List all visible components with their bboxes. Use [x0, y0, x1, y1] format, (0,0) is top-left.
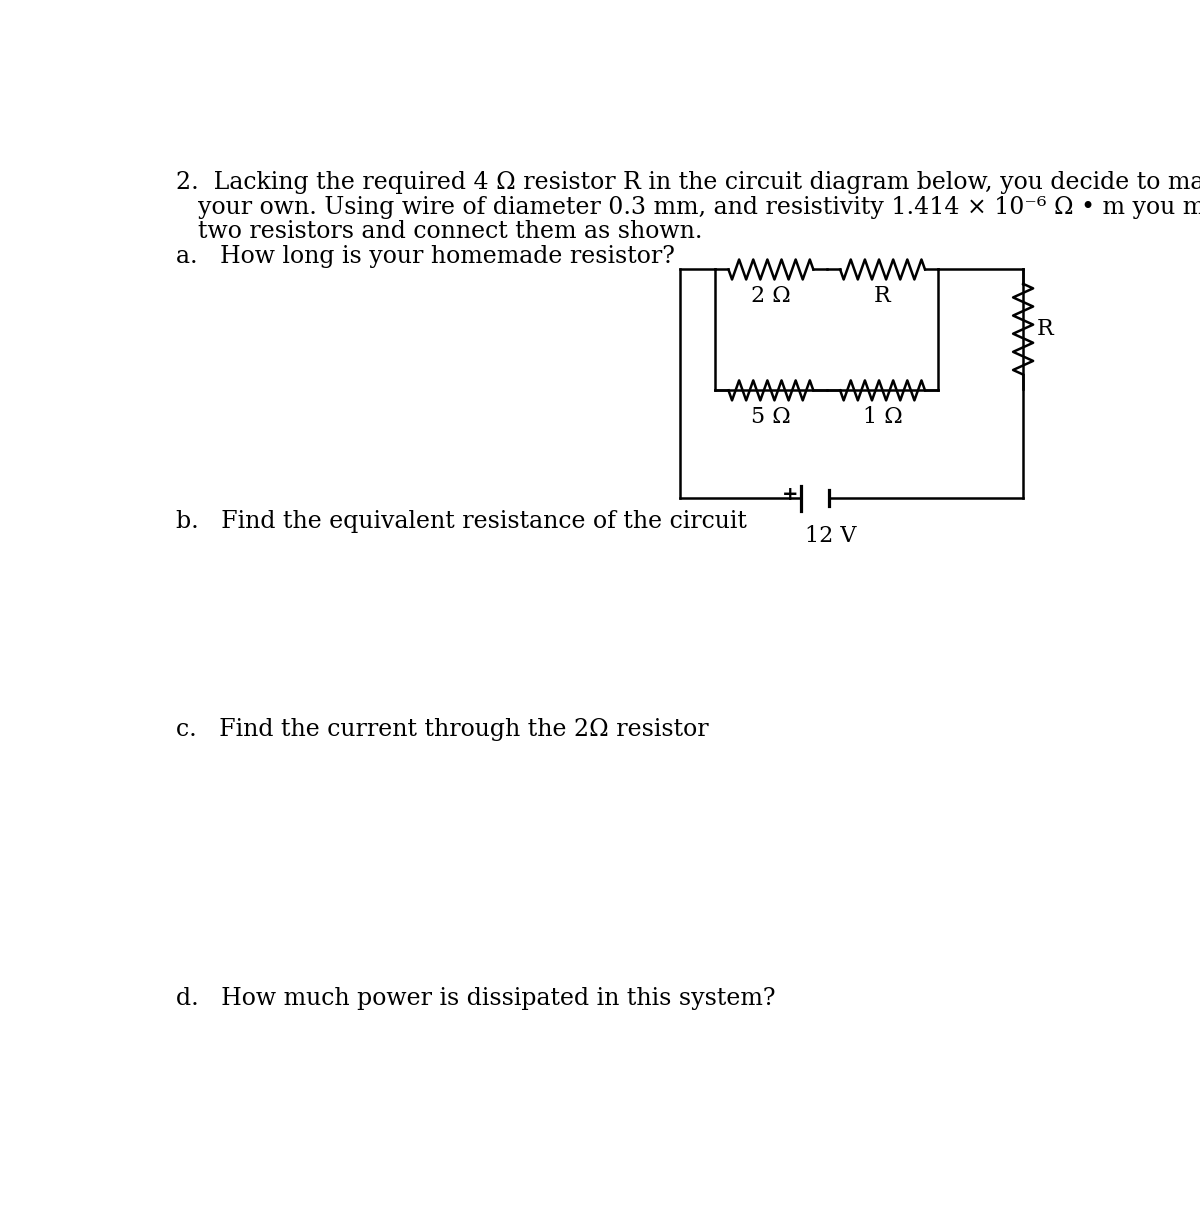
- Text: c.   Find the current through the 2Ω resistor: c. Find the current through the 2Ω resis…: [176, 717, 709, 740]
- Text: R: R: [874, 285, 890, 307]
- Text: 5 Ω: 5 Ω: [751, 405, 791, 428]
- Text: 1 Ω: 1 Ω: [863, 405, 902, 428]
- Text: a.   How long is your homemade resistor?: a. How long is your homemade resistor?: [176, 245, 674, 267]
- Text: two resistors and connect them as shown.: two resistors and connect them as shown.: [198, 221, 702, 243]
- Text: d.   How much power is dissipated in this system?: d. How much power is dissipated in this …: [176, 987, 775, 1010]
- Text: 2 Ω: 2 Ω: [751, 285, 791, 307]
- Text: 2.  Lacking the required 4 Ω resistor R in the circuit diagram below, you decide: 2. Lacking the required 4 Ω resistor R i…: [176, 171, 1200, 193]
- Text: b.   Find the equivalent resistance of the circuit: b. Find the equivalent resistance of the…: [176, 510, 746, 532]
- Text: +: +: [781, 485, 798, 504]
- Text: R: R: [1037, 318, 1054, 340]
- Text: 12 V: 12 V: [805, 525, 857, 547]
- Text: your own. Using wire of diameter 0.3 mm, and resistivity 1.414 × 10⁻⁶ Ω • m you : your own. Using wire of diameter 0.3 mm,…: [198, 196, 1200, 218]
